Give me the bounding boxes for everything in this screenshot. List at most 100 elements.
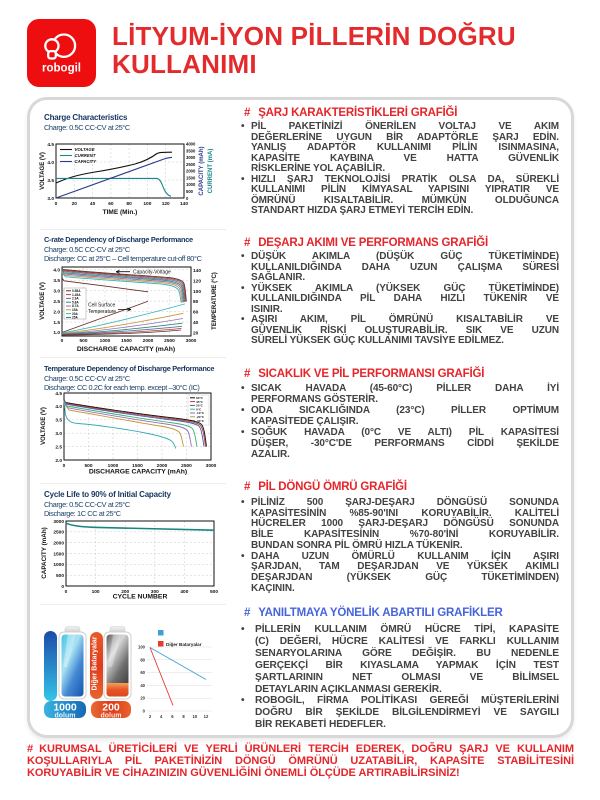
svg-text:0: 0	[186, 196, 189, 201]
svg-text:1.45A: 1.45A	[72, 293, 81, 297]
svg-text:VOLTAGE (V): VOLTAGE (V)	[40, 152, 46, 190]
svg-text:20: 20	[140, 696, 145, 701]
svg-text:3.0: 3.0	[53, 289, 60, 295]
svg-text:3000: 3000	[206, 463, 217, 469]
svg-text:2500: 2500	[53, 530, 64, 536]
svg-text:Diğer Bataryalar: Diğer Bataryalar	[166, 642, 202, 647]
svg-text:dolum: dolum	[101, 713, 122, 720]
svg-text:0: 0	[55, 201, 58, 207]
svg-text:200: 200	[102, 702, 120, 714]
svg-text:6: 6	[171, 714, 174, 719]
svg-text:VOLTAGE (V): VOLTAGE (V)	[40, 282, 46, 320]
svg-text:1500: 1500	[132, 463, 143, 469]
svg-text:1000: 1000	[100, 338, 111, 344]
svg-text:1500: 1500	[53, 551, 64, 557]
svg-text:DISCHARGE CAPACITY (mAh): DISCHARGE CAPACITY (mAh)	[89, 469, 187, 476]
svg-text:60°C: 60°C	[196, 396, 204, 400]
svg-text:1.0: 1.0	[53, 330, 60, 336]
svg-text:60: 60	[140, 670, 145, 675]
svg-text:4.5: 4.5	[47, 142, 54, 148]
svg-text:8.7A: 8.7A	[72, 304, 79, 308]
svg-text:2000: 2000	[186, 169, 196, 174]
svg-text:Cell Surface: Cell Surface	[88, 303, 115, 309]
svg-text:80: 80	[193, 299, 199, 305]
svg-text:3.0: 3.0	[47, 196, 54, 202]
svg-text:CAPACITY: CAPACITY	[75, 159, 98, 164]
svg-text:40: 40	[193, 320, 199, 326]
svg-text:15A: 15A	[72, 308, 79, 312]
svg-text:0: 0	[63, 463, 66, 469]
svg-text:100: 100	[193, 289, 201, 295]
svg-text:20A: 20A	[72, 312, 79, 316]
svg-text:2500: 2500	[181, 463, 192, 469]
svg-text:2.9A: 2.9A	[72, 297, 79, 301]
svg-text:CYCLE NUMBER: CYCLE NUMBER	[113, 594, 168, 601]
svg-text:Temperature: Temperature	[88, 309, 116, 315]
svg-text:3.5: 3.5	[53, 278, 60, 284]
svg-text:1500: 1500	[121, 338, 132, 344]
svg-text:2000: 2000	[143, 338, 154, 344]
svg-text:dolum: dolum	[55, 713, 76, 720]
svg-text:CAPACITY (mAh): CAPACITY (mAh)	[199, 146, 205, 195]
svg-text:0: 0	[65, 589, 68, 595]
svg-text:VOLTAGE: VOLTAGE	[75, 147, 95, 152]
svg-text:0.58A: 0.58A	[72, 289, 81, 293]
svg-text:3000: 3000	[186, 338, 197, 344]
svg-text:2.0: 2.0	[53, 309, 60, 315]
svg-text:80: 80	[126, 201, 132, 207]
svg-text:500: 500	[186, 189, 194, 194]
svg-text:100: 100	[138, 645, 146, 650]
svg-text:120: 120	[193, 278, 201, 284]
svg-text:CURRENT (mA): CURRENT (mA)	[208, 149, 214, 194]
svg-text:4.5: 4.5	[55, 391, 62, 397]
svg-text:100: 100	[143, 201, 151, 207]
svg-text:2500: 2500	[186, 162, 196, 167]
svg-text:500: 500	[84, 463, 92, 469]
svg-text:300: 300	[151, 589, 159, 595]
svg-text:60: 60	[108, 201, 114, 207]
svg-text:25°C: 25°C	[196, 404, 204, 408]
svg-text:5.8A: 5.8A	[72, 300, 79, 304]
svg-text:1.5: 1.5	[53, 320, 60, 326]
svg-text:VOLTAGE (V): VOLTAGE (V)	[41, 407, 47, 445]
svg-text:-10°C: -10°C	[196, 411, 205, 415]
svg-text:120: 120	[162, 201, 170, 207]
svg-text:200: 200	[121, 589, 129, 595]
svg-text:140: 140	[193, 268, 201, 274]
svg-text:140: 140	[180, 201, 188, 207]
svg-text:400: 400	[180, 589, 188, 595]
svg-text:4: 4	[160, 714, 163, 719]
svg-text:DISCHARGE CAPACITY (mAh): DISCHARGE CAPACITY (mAh)	[77, 346, 175, 353]
svg-text:3000: 3000	[53, 519, 64, 525]
svg-text:3500: 3500	[186, 148, 196, 153]
svg-text:2.0: 2.0	[55, 458, 62, 464]
svg-text:1500: 1500	[186, 175, 196, 180]
svg-text:12: 12	[204, 714, 209, 719]
svg-text:CAPACITY (mAh): CAPACITY (mAh)	[41, 527, 48, 579]
svg-text:60: 60	[193, 310, 199, 316]
svg-text:4.0: 4.0	[53, 268, 60, 274]
svg-text:40: 40	[90, 201, 96, 207]
svg-text:500: 500	[79, 338, 87, 344]
svg-text:-30°C: -30°C	[196, 419, 205, 423]
svg-text:3.5: 3.5	[47, 178, 54, 184]
svg-text:0: 0	[143, 709, 146, 714]
svg-text:2000: 2000	[53, 541, 64, 547]
svg-text:500: 500	[56, 573, 64, 579]
svg-text:Capacity-Voltage: Capacity-Voltage	[133, 270, 171, 276]
svg-text:0: 0	[61, 584, 64, 590]
svg-text:0: 0	[61, 338, 64, 344]
svg-text:2000: 2000	[157, 463, 168, 469]
svg-text:TIME (Min.): TIME (Min.)	[103, 209, 138, 216]
svg-text:500: 500	[210, 589, 218, 595]
svg-text:1000: 1000	[108, 463, 119, 469]
svg-text:CURRENT: CURRENT	[75, 153, 96, 158]
svg-text:80: 80	[140, 657, 145, 662]
svg-text:25A: 25A	[72, 316, 79, 320]
svg-text:100: 100	[92, 589, 100, 595]
svg-text:3000: 3000	[186, 155, 196, 160]
svg-text:4.0: 4.0	[47, 160, 54, 166]
svg-text:1000: 1000	[186, 182, 196, 187]
svg-text:Diğer Bataryalar: Diğer Bataryalar	[92, 636, 99, 690]
svg-text:2500: 2500	[164, 338, 175, 344]
